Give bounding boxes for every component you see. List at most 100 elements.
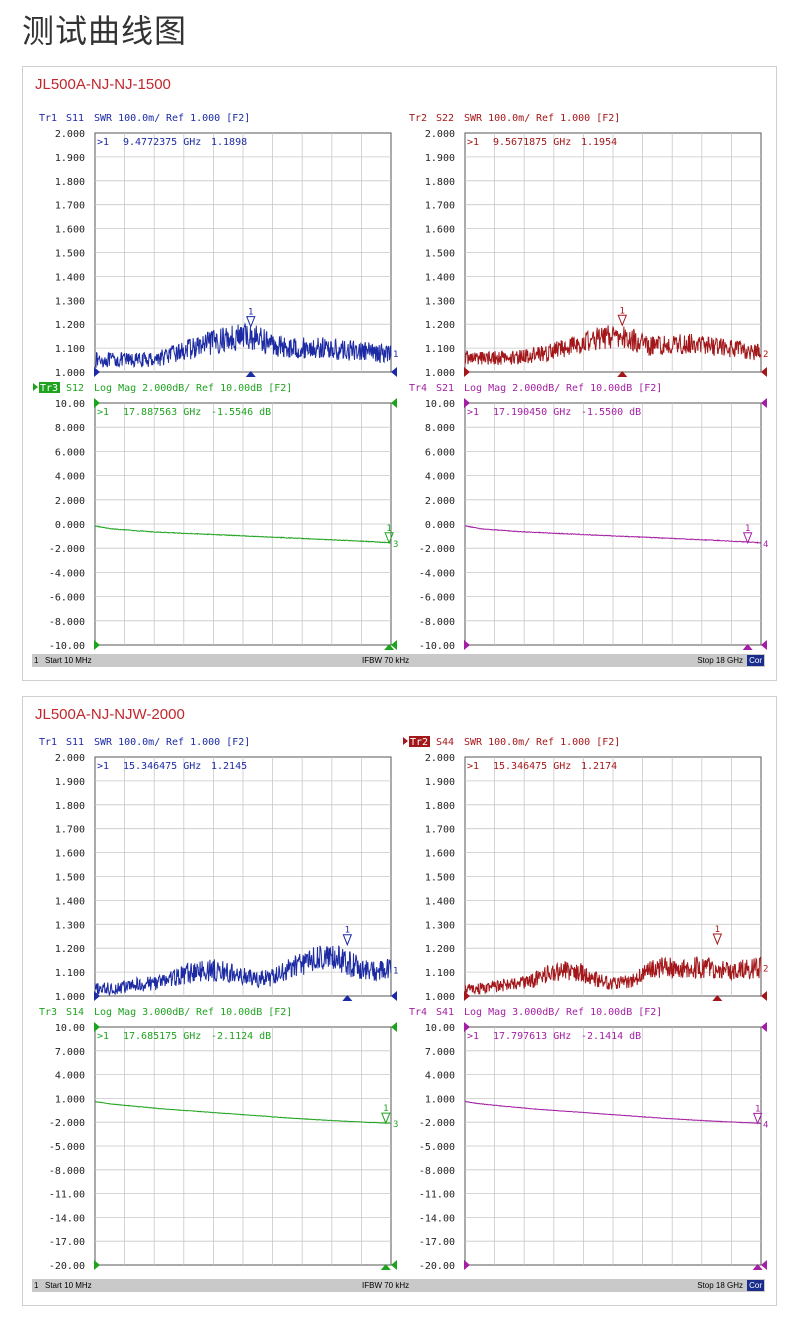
y-tick-label: 1.900 — [425, 153, 455, 164]
reference-arrow-left — [464, 640, 470, 650]
marker-frequency: 9.5671875 GHz — [493, 137, 571, 148]
y-tick-label: 1.300 — [55, 296, 85, 307]
y-tick-label: 1.300 — [425, 920, 455, 931]
trace-end-label: 3 — [393, 1120, 398, 1130]
y-tick-label: 1.700 — [425, 825, 455, 836]
y-tick-label: 10.00 — [55, 399, 85, 410]
ifbw-readout: IFBW 70 kHz — [362, 656, 410, 665]
y-tick-label: 1.500 — [425, 249, 455, 260]
status-bar: 1 Start 10 MHz IFBW 70 kHz Stop 18 GHz C… — [32, 654, 765, 667]
reference-arrow-left — [464, 1022, 470, 1032]
trace-panel-tr4: Tr4 S41 Log Mag 3.000dB/Ref 10.00dB [F2] 10… — [409, 1007, 768, 1272]
y-tick-label: 1.300 — [425, 296, 455, 307]
reference-arrow-left — [464, 1260, 470, 1270]
correction-badge[interactable]: Cor — [747, 1280, 764, 1291]
y-tick-label: -20.00 — [419, 1261, 455, 1272]
marker-value: -2.1414 dB — [581, 1031, 641, 1042]
marker-number: 1 — [715, 925, 720, 935]
trace-reference: Ref 10.00dB [F2] — [196, 1007, 292, 1018]
y-tick-label: 1.400 — [425, 272, 455, 283]
y-tick-label: -8.000 — [419, 617, 455, 628]
y-tick-label: 1.900 — [425, 777, 455, 788]
marker-number: 1 — [386, 524, 391, 534]
y-tick-label: -4.000 — [49, 568, 85, 579]
trace-end-label: 4 — [763, 540, 768, 550]
reference-arrow-right — [391, 991, 397, 1001]
channel-number: 1 — [34, 656, 39, 665]
y-tick-label: 1.100 — [425, 344, 455, 355]
figure-title: JL500A-NJ-NJW-2000 — [35, 706, 185, 723]
y-tick-label: 1.200 — [425, 944, 455, 955]
marker-label: >1 — [467, 137, 479, 148]
reference-arrow-left — [94, 991, 100, 1001]
y-tick-label: 1.000 — [425, 368, 455, 379]
trace-reference: Ref 1.000 [F2] — [536, 737, 620, 748]
y-tick-label: 1.700 — [55, 825, 85, 836]
trace-line — [94, 322, 392, 368]
y-tick-label: 1.400 — [425, 896, 455, 907]
trace-reference: Ref 10.00dB [F2] — [196, 383, 292, 394]
active-trace-arrow — [33, 383, 38, 391]
y-tick-label: 4.000 — [55, 472, 85, 483]
ifbw-readout: IFBW 70 kHz — [362, 1281, 410, 1290]
marker-position-arrow — [384, 644, 395, 650]
y-tick-label: -4.000 — [419, 568, 455, 579]
y-tick-label: 6.000 — [425, 447, 455, 458]
y-tick-label: 1.800 — [425, 801, 455, 812]
y-tick-label: 1.400 — [55, 896, 85, 907]
reference-arrow-left — [94, 1022, 100, 1032]
y-tick-label: 1.400 — [55, 272, 85, 283]
reference-arrow-right — [761, 1022, 767, 1032]
y-tick-label: 1.600 — [55, 225, 85, 236]
y-tick-label: -2.000 — [419, 544, 455, 555]
marker-triangle — [381, 1112, 391, 1125]
marker-value: 1.2145 — [211, 761, 247, 772]
y-tick-label: -2.000 — [49, 1118, 85, 1129]
y-tick-label: 1.200 — [55, 320, 85, 331]
trace-name: Tr3 — [40, 383, 58, 394]
y-tick-label: 1.100 — [55, 344, 85, 355]
y-tick-label: -2.000 — [49, 544, 85, 555]
reference-arrow-left — [94, 640, 100, 650]
trace-line — [464, 325, 762, 365]
y-tick-label: 1.800 — [55, 177, 85, 188]
y-tick-label: -2.000 — [419, 1118, 455, 1129]
correction-badge[interactable]: Cor — [747, 655, 764, 666]
y-tick-label: -11.00 — [49, 1190, 85, 1201]
marker-position-arrow — [752, 1264, 763, 1270]
reference-arrow-right — [761, 367, 767, 377]
marker-number: 1 — [745, 524, 750, 534]
y-tick-label: 1.100 — [425, 968, 455, 979]
start-frequency: Start 10 MHz — [45, 656, 92, 665]
reference-arrow-right — [761, 991, 767, 1001]
y-tick-label: 0.000 — [55, 520, 85, 531]
y-tick-label: -6.000 — [419, 593, 455, 604]
channel-number: 1 — [34, 1281, 39, 1290]
marker-value: 1.1954 — [581, 137, 617, 148]
y-tick-label: -14.00 — [419, 1213, 455, 1224]
marker-position-arrow — [617, 371, 628, 377]
y-tick-label: 1.000 — [425, 992, 455, 1003]
y-tick-label: 1.900 — [55, 777, 85, 788]
trace-panel-tr3: Tr3 S12 Log Mag 2.000dB/Ref 10.00dB [F2]10… — [33, 382, 398, 652]
y-tick-label: 1.000 — [55, 992, 85, 1003]
marker-triangle — [246, 316, 256, 328]
marker-number: 1 — [345, 926, 350, 936]
marker-triangle — [712, 933, 723, 946]
y-tick-label: 7.000 — [425, 1047, 455, 1058]
trace-format: SWR 100.0m/ — [94, 737, 160, 748]
trace-format: Log Mag 2.000dB/ — [464, 383, 560, 394]
reference-arrow-right — [391, 367, 397, 377]
trace-name: Tr1 — [39, 113, 57, 124]
trace-name: Tr4 — [409, 1007, 427, 1018]
trace-reference: Ref 1.000 [F2] — [166, 113, 250, 124]
marker-label: >1 — [467, 1031, 479, 1042]
marker-position-arrow — [245, 371, 256, 377]
trace-reference: Ref 1.000 [F2] — [536, 113, 620, 124]
y-tick-label: 4.000 — [425, 1071, 455, 1082]
marker-value: -1.5546 dB — [211, 407, 271, 418]
y-tick-label: 1.800 — [55, 801, 85, 812]
y-tick-label: -20.00 — [49, 1261, 85, 1272]
reference-arrow-right — [761, 1260, 767, 1270]
marker-number: 1 — [383, 1104, 388, 1114]
